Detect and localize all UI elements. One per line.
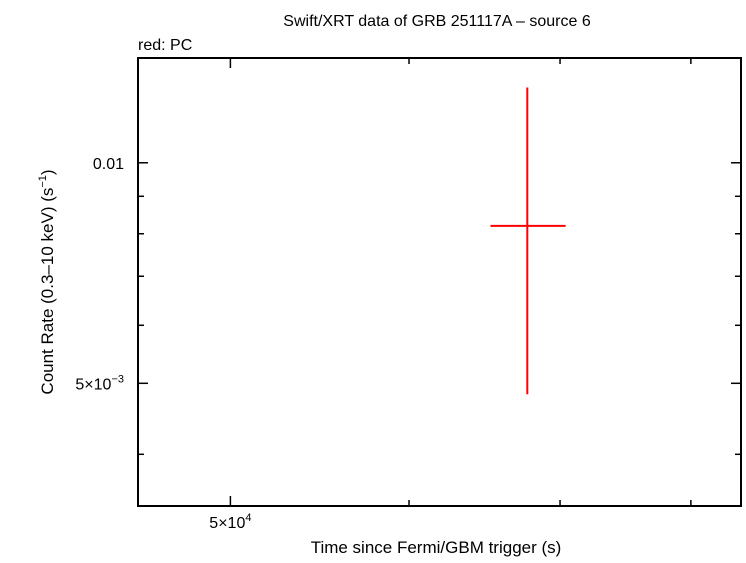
y-axis-label: Count Rate (0.3–10 keV) (s−1) — [37, 169, 57, 394]
y-tick-label: 5×10−3 — [75, 373, 124, 393]
chart-subtitle: red: PC — [138, 37, 192, 54]
plot-frame — [137, 57, 742, 507]
x-axis-label: Time since Fermi/GBM trigger (s) — [311, 538, 562, 557]
y-tick-label: 0.01 — [93, 156, 124, 173]
x-tick-label: 5×104 — [209, 512, 251, 532]
chart-title: Swift/XRT data of GRB 251117A – source 6 — [283, 13, 591, 30]
